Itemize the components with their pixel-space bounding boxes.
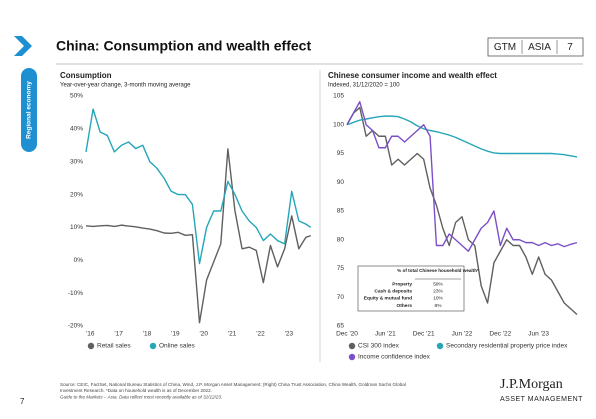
chart-subtitle: Indexed, 31/12/2020 = 100	[328, 83, 400, 89]
badge-text: 7	[567, 42, 573, 53]
legend-label: Secondary residential property price ind…	[446, 343, 568, 350]
series-line	[346, 101, 578, 252]
page-number: 7	[20, 397, 25, 406]
inset-label: Property	[392, 281, 412, 287]
x-tick-label: '18	[143, 331, 152, 338]
inset-value: 8%	[435, 303, 443, 309]
inset-label: Cash & deposits	[374, 288, 412, 294]
series-line	[85, 108, 312, 265]
brand: J.P.Morgan	[500, 377, 563, 392]
y-tick-label: 40%	[70, 126, 83, 133]
inset-value: 23%	[433, 288, 443, 294]
chevron-icon	[14, 36, 32, 56]
series-line	[346, 115, 578, 158]
y-tick-label: -10%	[68, 290, 83, 297]
x-tick-label: Dec '20	[336, 331, 358, 338]
section-label: Regional economy	[26, 81, 33, 139]
x-tick-label: Jun '23	[528, 331, 549, 338]
y-tick-label: 65	[337, 323, 345, 330]
inset-label: Equity & mutual fund	[364, 296, 412, 302]
x-tick-label: '16	[86, 331, 95, 338]
x-tick-label: '19	[171, 331, 180, 338]
inset-title: % of total Chinese household wealth*	[397, 268, 479, 273]
y-tick-label: 70	[337, 294, 345, 301]
legend-marker	[87, 342, 95, 350]
y-tick-label: 30%	[70, 158, 83, 165]
legend-marker	[348, 353, 356, 361]
legend-marker	[149, 342, 157, 350]
legend-marker	[436, 342, 444, 350]
brand-sub: ASSET MANAGEMENT	[500, 396, 583, 403]
inset-label: Others	[397, 303, 413, 309]
series-line	[346, 106, 578, 316]
badge-text: ASIA	[528, 42, 551, 53]
chart-title: Chinese consumer income and wealth effec…	[328, 71, 497, 80]
x-tick-label: '20	[200, 331, 209, 338]
chart-subtitle: Year-over-year change, 3-month moving av…	[60, 83, 191, 89]
legend-marker	[348, 342, 356, 350]
chart-title: Consumption	[60, 71, 112, 80]
slide-title: China: Consumption and wealth effect	[56, 38, 311, 54]
source-note: Investment Research. *Data on household …	[60, 388, 212, 393]
y-tick-label: 90	[337, 179, 345, 186]
y-tick-label: 85	[337, 208, 345, 215]
x-tick-label: Jun '22	[452, 331, 473, 338]
y-tick-label: 10%	[70, 224, 83, 231]
x-tick-label: '22	[256, 331, 265, 338]
x-tick-label: Jun '21	[375, 331, 396, 338]
y-tick-label: 95	[337, 150, 345, 157]
source-note: Source: CEIC, FactSet, National Bureau S…	[60, 382, 406, 387]
y-tick-label: 75	[337, 265, 345, 272]
x-tick-label: Dec '22	[489, 331, 511, 338]
source-note: Guide to the Markets – Asia. Data reflec…	[60, 395, 222, 400]
y-tick-label: 50%	[70, 93, 83, 100]
series-line	[85, 148, 311, 324]
legend-label: Retail sales	[97, 343, 131, 350]
y-tick-label: 0%	[74, 257, 84, 264]
x-tick-label: '23	[285, 331, 294, 338]
y-tick-label: 105	[333, 93, 344, 100]
inset-value: 10%	[433, 296, 443, 302]
y-tick-label: -20%	[68, 323, 83, 330]
section-pill	[21, 68, 37, 152]
badge-text: GTM	[494, 42, 516, 53]
legend-label: CSI 300 index	[358, 343, 400, 350]
legend-label: Income confidence index	[358, 354, 431, 361]
y-tick-label: 100	[333, 121, 344, 128]
legend-label: Online sales	[159, 343, 196, 350]
inset-box	[357, 265, 465, 312]
y-tick-label: 80	[337, 236, 345, 243]
x-tick-label: '17	[114, 331, 123, 338]
inset-value: 59%	[433, 281, 443, 287]
x-tick-label: Dec '21	[413, 331, 435, 338]
x-tick-label: '21	[228, 331, 237, 338]
badge-box	[487, 37, 584, 57]
y-tick-label: 20%	[70, 191, 83, 198]
